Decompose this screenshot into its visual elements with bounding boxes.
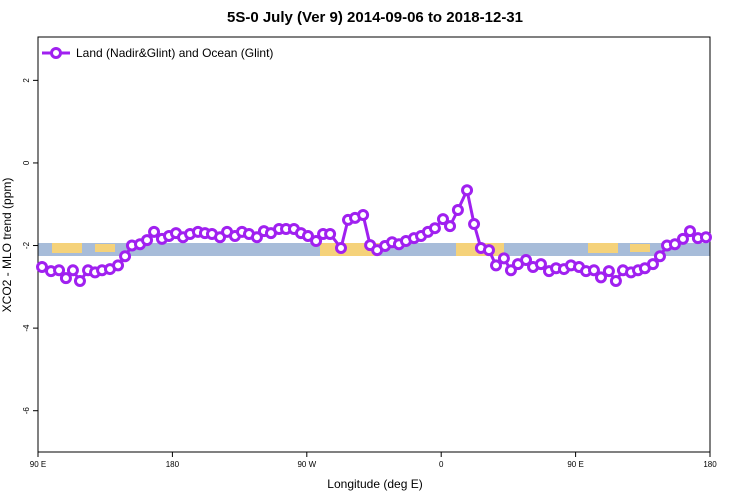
y-axis-label: XCO2 - MLO trend (ppm): [0, 178, 14, 313]
point: [482, 244, 495, 257]
y-tick-label: -4: [22, 324, 31, 332]
x-tick-label: 180: [703, 460, 717, 469]
y-tick-label: 0: [22, 160, 31, 165]
legend-marker: [50, 47, 62, 59]
point: [504, 264, 517, 277]
point: [324, 227, 337, 240]
point: [141, 234, 154, 247]
x-tick-label: 0: [439, 460, 444, 469]
point: [119, 250, 132, 263]
point: [66, 264, 79, 277]
point: [461, 184, 474, 197]
point: [301, 230, 314, 243]
point: [444, 220, 457, 233]
point: [36, 261, 49, 274]
point: [497, 252, 510, 265]
y-tick-label: 2: [22, 78, 31, 83]
x-tick-label: 90 E: [30, 460, 46, 469]
land-patch: [95, 244, 115, 252]
point: [53, 264, 66, 277]
plot-frame: [37, 36, 711, 453]
point: [112, 259, 125, 272]
point: [357, 208, 370, 221]
point: [428, 222, 441, 235]
point: [609, 275, 622, 288]
y-tick-label: -6: [22, 407, 31, 415]
land-patch: [630, 244, 650, 252]
point: [250, 231, 263, 244]
point: [668, 238, 681, 251]
point: [148, 225, 161, 238]
point: [334, 242, 347, 255]
point: [520, 253, 533, 266]
point: [451, 204, 464, 217]
x-axis-label: Longitude (deg E): [327, 477, 422, 491]
y-tick-label: -2: [22, 241, 31, 249]
point: [602, 265, 615, 278]
point: [468, 218, 481, 231]
legend-label: Land (Nadir&Glint) and Ocean (Glint): [76, 46, 273, 60]
point: [534, 258, 547, 271]
x-tick-label: 180: [166, 460, 180, 469]
point: [73, 275, 86, 288]
point: [59, 272, 72, 285]
point: [587, 264, 600, 277]
point: [683, 225, 696, 238]
point: [653, 250, 666, 263]
point: [646, 258, 659, 271]
x-tick-label: 90 E: [567, 460, 583, 469]
x-tick-label: 90 W: [297, 460, 316, 469]
point: [490, 259, 503, 272]
point: [699, 231, 712, 244]
chart-title: 5S-0 July (Ver 9) 2014-09-06 to 2018-12-…: [227, 9, 523, 26]
land-patch: [52, 243, 82, 253]
legend: Land (Nadir&Glint) and Ocean (Glint): [42, 46, 273, 60]
point: [594, 271, 607, 284]
point: [676, 232, 689, 245]
point: [310, 234, 323, 247]
point: [436, 213, 449, 226]
land-patch: [588, 243, 618, 253]
